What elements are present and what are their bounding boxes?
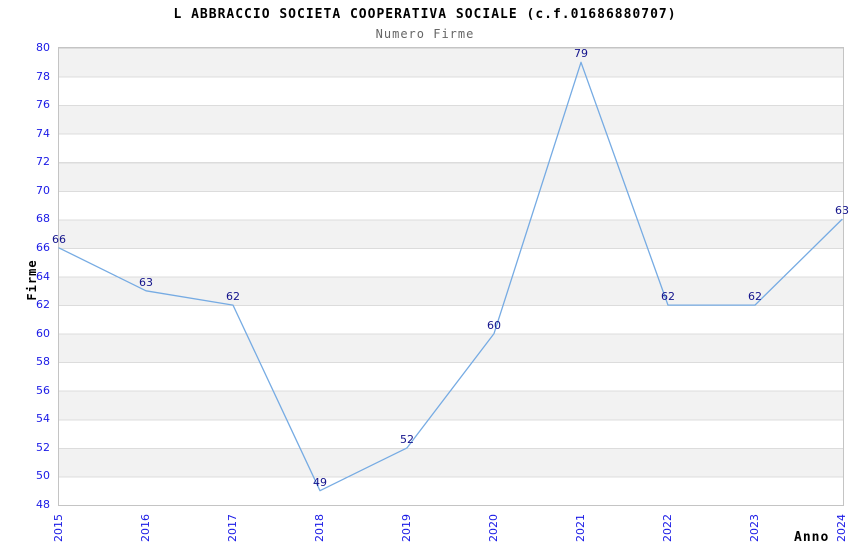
y-tick-label: 52 [36, 440, 50, 454]
point-label: 62 [661, 290, 675, 304]
point-label: 60 [487, 318, 501, 332]
point-label: 49 [313, 475, 327, 489]
x-tick-label: 2015 [52, 514, 65, 542]
x-tick-label: 2018 [313, 514, 326, 542]
x-tick-label: 2020 [487, 514, 500, 542]
point-label: 62 [226, 290, 240, 304]
y-tick-label: 50 [36, 469, 50, 483]
point-labels-layer: 66 63 62 49 52 60 79 62 62 63 [52, 47, 849, 505]
y-axis-label: Firme [25, 259, 39, 301]
point-label: 63 [139, 275, 153, 289]
x-tick-label: 2022 [661, 514, 674, 542]
x-axis-label: Anno [794, 530, 830, 545]
chart-title: L ABBRACCIO SOCIETA COOPERATIVA SOCIALE … [173, 7, 677, 22]
y-tick-label: 74 [36, 126, 50, 140]
y-tick-label: 72 [36, 155, 50, 169]
x-tick-label: 2017 [226, 514, 239, 542]
chart-subtitle: Numero Firme [375, 27, 475, 41]
x-tick-label: 2024 [835, 514, 848, 542]
data-line [58, 61, 843, 492]
x-tick-label: 2016 [139, 514, 152, 542]
line-series-svg [58, 61, 843, 492]
point-label: 62 [748, 290, 762, 304]
plot-area: 66 63 62 49 52 60 79 62 62 63 [52, 47, 849, 506]
point-label: 66 [52, 232, 66, 246]
y-tick-label: 48 [36, 498, 50, 511]
x-tick-label: 2021 [574, 514, 587, 542]
y-tick-label: 68 [36, 212, 50, 226]
y-tick-label: 58 [36, 355, 50, 369]
y-tick-label: 80 [36, 41, 50, 54]
y-tick-label: 54 [36, 412, 50, 426]
y-tick-label: 78 [36, 69, 50, 83]
point-label: 63 [835, 204, 849, 218]
y-tick-label: 56 [36, 383, 50, 397]
x-tick-label: 2019 [400, 514, 413, 542]
y-tick-label: 60 [36, 326, 50, 340]
y-tick-label: 70 [36, 183, 50, 197]
x-tick-label: 2023 [748, 514, 761, 542]
y-tick-label: 76 [36, 98, 50, 112]
point-label: 79 [574, 47, 588, 61]
point-label: 52 [400, 432, 414, 446]
